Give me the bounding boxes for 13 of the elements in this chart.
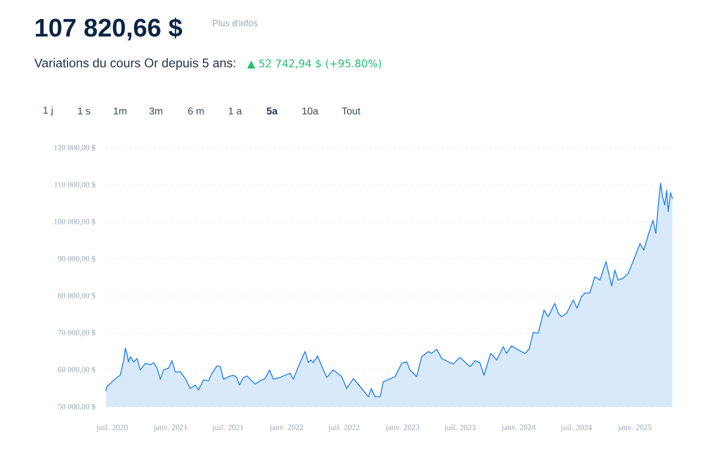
text: Tout: [342, 108, 360, 114]
text: 6 m: [188, 107, 204, 115]
text: 1 a: [228, 108, 242, 114]
text: 5a: [266, 108, 278, 114]
text: 10a: [302, 107, 318, 115]
text: Plus d'infos: [212, 20, 258, 26]
text: 1 s: [78, 108, 90, 114]
chart-subtitle: Variations du cours Or depuis 5 ans:: [34, 58, 236, 70]
chart-title: 107 820,66 $: [36, 18, 182, 40]
text: 1 j: [44, 106, 53, 116]
text: 3m: [149, 107, 162, 115]
text: 1m: [114, 108, 126, 114]
text: ▲ 52 742,94 $ (+95.80%): [247, 59, 382, 69]
